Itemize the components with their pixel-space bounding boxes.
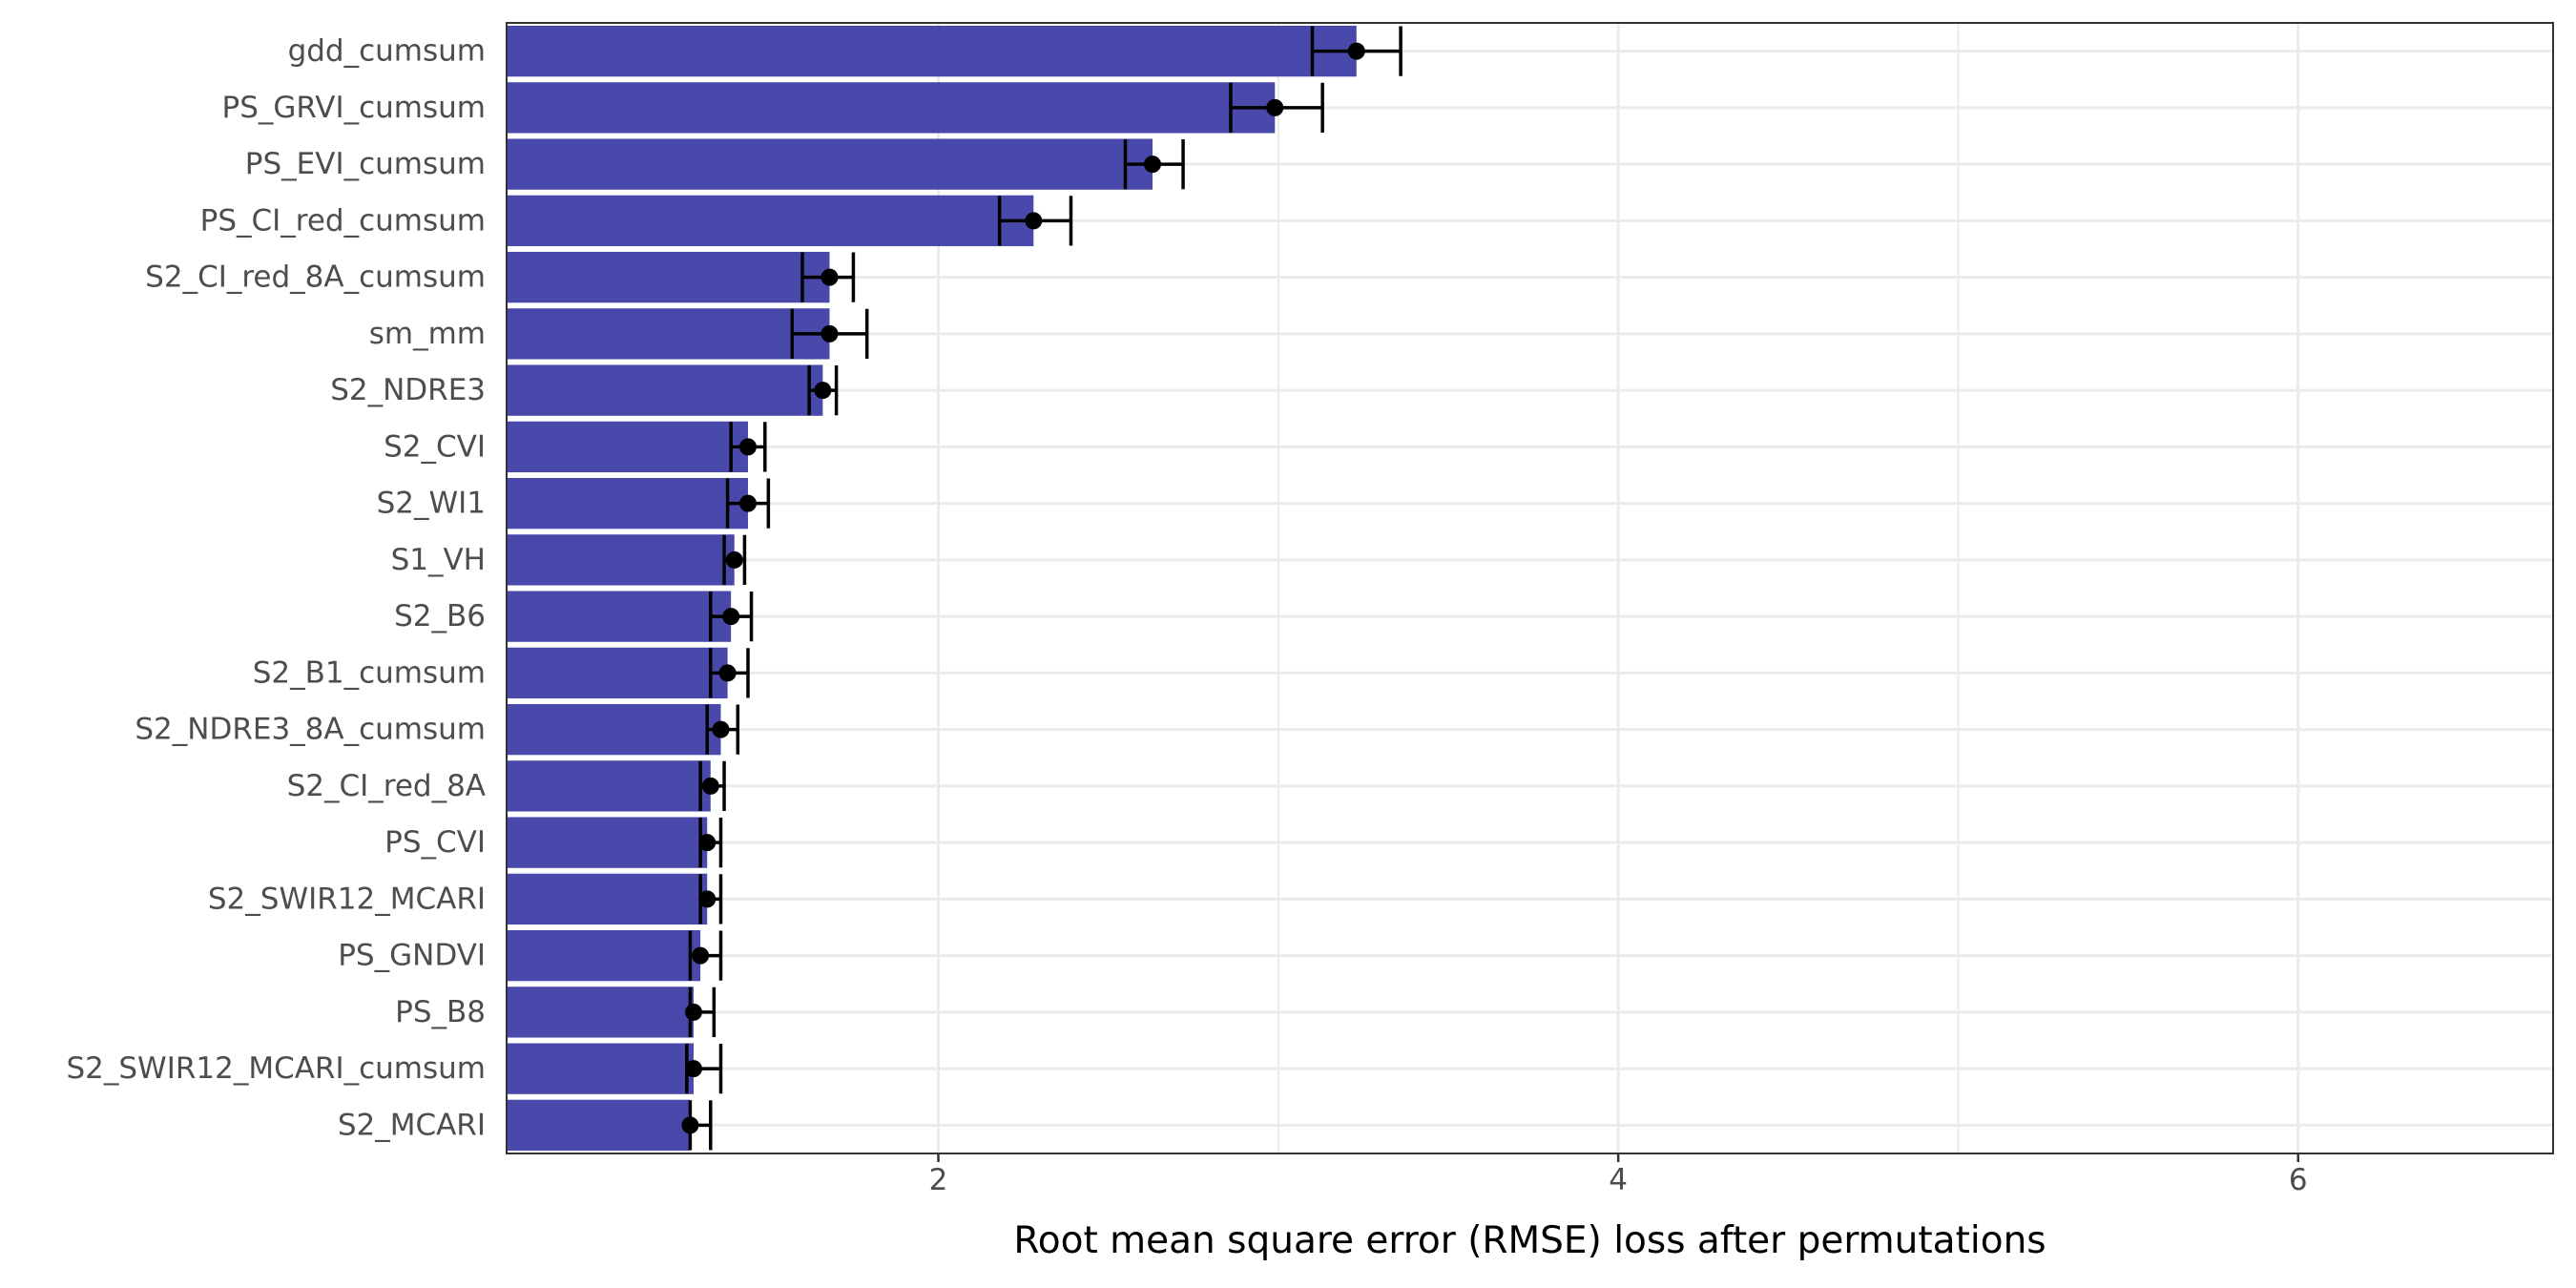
y-tick-labels: gdd_cumsum PS_GRVI_cumsum PS_EVI_cumsum PS_… xyxy=(66,34,486,1143)
point xyxy=(1143,156,1161,174)
bar xyxy=(507,82,1276,134)
y-tick-label: S2_B1_cumsum xyxy=(253,655,486,690)
point xyxy=(1266,98,1284,116)
bar xyxy=(507,1099,691,1152)
y-tick-label: S2_CI_red_8A xyxy=(287,769,486,803)
bars xyxy=(507,25,1357,1152)
point xyxy=(1347,42,1365,60)
point xyxy=(821,268,839,286)
y-tick-label: gdd_cumsum xyxy=(288,34,486,69)
point xyxy=(725,551,743,569)
point xyxy=(698,890,717,908)
bar xyxy=(507,534,735,586)
point xyxy=(722,608,740,626)
point xyxy=(814,382,832,400)
point xyxy=(698,834,717,852)
bar xyxy=(507,703,721,756)
bar xyxy=(507,591,732,642)
x-axis-ticks: 2 4 6 xyxy=(929,1153,2308,1197)
bar xyxy=(507,647,728,699)
y-tick-label: S2_SWIR12_MCARI xyxy=(208,882,486,916)
y-tick-label: S2_B6 xyxy=(394,599,486,634)
point xyxy=(684,1003,702,1021)
bar xyxy=(507,817,708,868)
y-tick-label: PS_GNDVI xyxy=(338,939,486,973)
bar xyxy=(507,929,701,982)
point xyxy=(718,664,737,682)
y-tick-label: PS_EVI_cumsum xyxy=(245,147,486,181)
bar xyxy=(507,138,1153,190)
x-tick-label: 2 xyxy=(929,1163,948,1197)
y-tick-label: S2_NDRE3 xyxy=(330,373,486,407)
grid-lines xyxy=(507,23,2553,1153)
point xyxy=(684,1060,702,1078)
point xyxy=(738,494,757,512)
point xyxy=(712,720,730,738)
y-tick-label: PS_GRVI_cumsum xyxy=(222,91,486,125)
bar xyxy=(507,195,1034,247)
y-tick-label: S2_MCARI xyxy=(338,1108,486,1142)
bar xyxy=(507,251,830,303)
y-tick-label: S2_CI_red_8A_cumsum xyxy=(145,260,486,295)
bar xyxy=(507,25,1357,77)
bar xyxy=(507,873,708,925)
point xyxy=(1025,212,1043,230)
bar xyxy=(507,364,823,416)
y-tick-label: S2_WI1 xyxy=(377,487,486,521)
error-bars xyxy=(685,26,1402,1151)
points xyxy=(681,42,1365,1134)
point xyxy=(692,946,710,965)
y-tick-label: S2_SWIR12_MCARI_cumsum xyxy=(66,1051,486,1086)
y-tick-label: S2_CVI xyxy=(384,429,486,464)
bar xyxy=(507,477,748,530)
point xyxy=(821,324,839,343)
bar xyxy=(507,421,748,473)
y-tick-label: PS_B8 xyxy=(395,995,486,1029)
plot-frame xyxy=(506,22,2554,1154)
y-tick-label: PS_CVI xyxy=(384,825,486,860)
y-tick-label: S2_NDRE3_8A_cumsum xyxy=(135,713,486,747)
point xyxy=(701,777,719,795)
bar xyxy=(507,308,830,360)
y-tick-label: PS_CI_red_cumsum xyxy=(200,203,486,238)
bar xyxy=(507,760,711,812)
x-axis-title: Root mean square error (RMSE) loss after… xyxy=(1013,1219,2046,1262)
bar xyxy=(507,1043,694,1094)
y-tick-label: sm_mm xyxy=(369,317,486,351)
point xyxy=(681,1116,699,1134)
point xyxy=(738,438,757,456)
bar xyxy=(507,987,694,1038)
x-tick-label: 4 xyxy=(1609,1163,1628,1197)
y-tick-label: S1_VH xyxy=(391,543,486,577)
x-tick-label: 6 xyxy=(2289,1163,2308,1197)
